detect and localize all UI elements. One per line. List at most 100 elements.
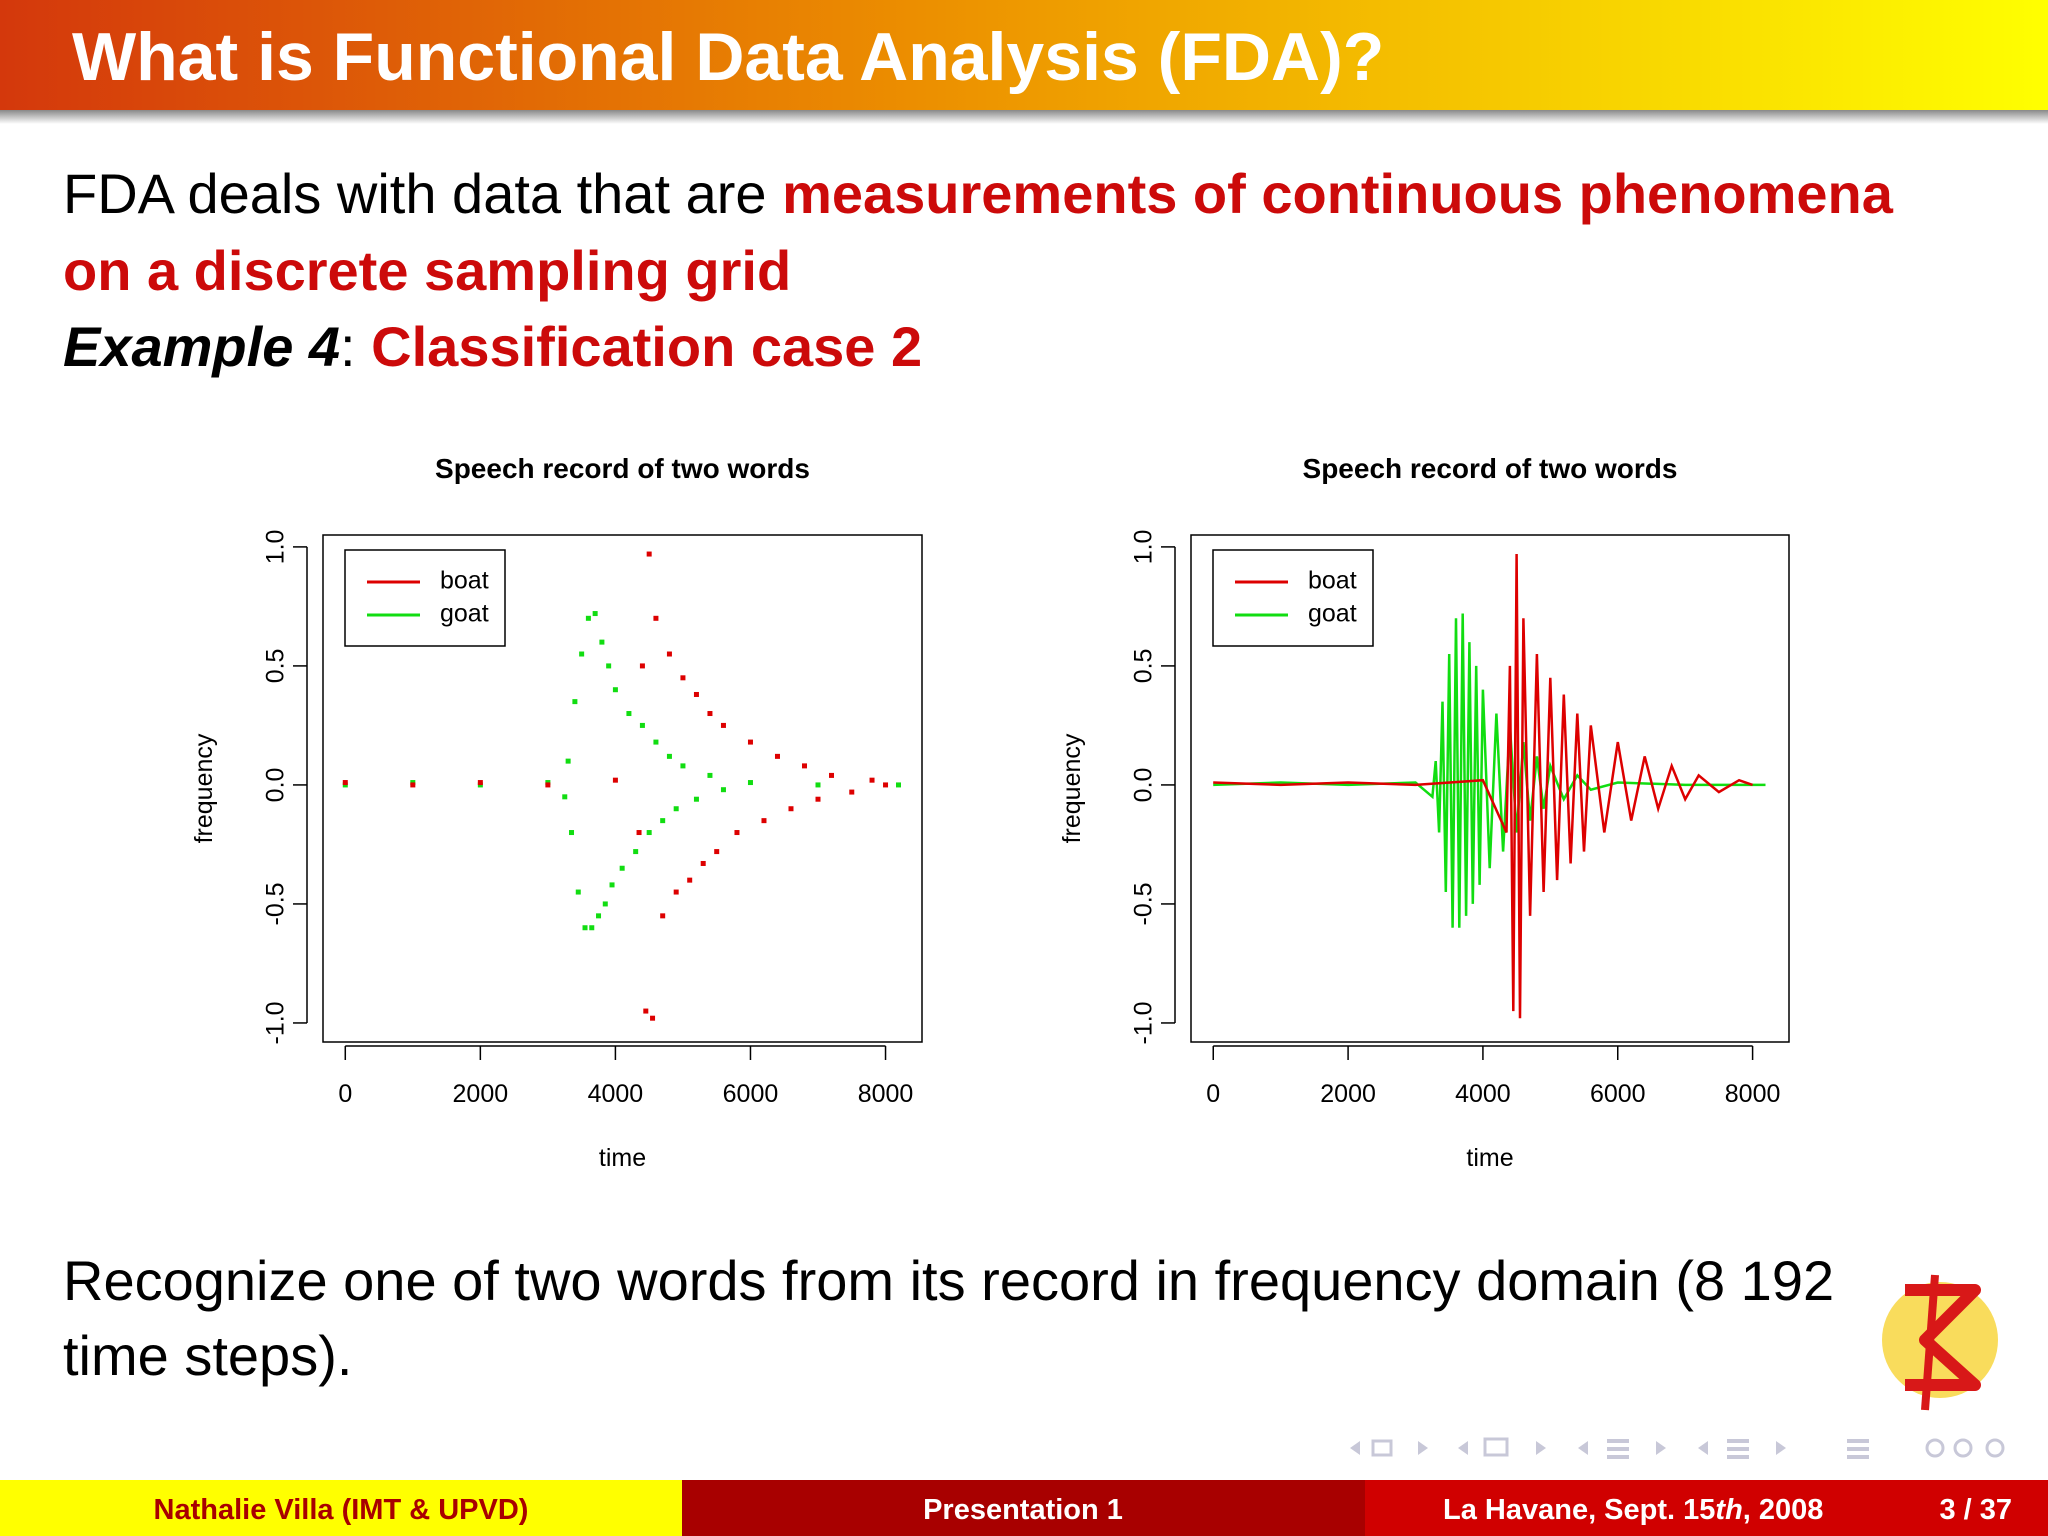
series-line bbox=[1213, 613, 1766, 928]
x-tick-label: 8000 bbox=[858, 1080, 914, 1108]
point bbox=[660, 818, 666, 824]
point bbox=[619, 865, 625, 871]
point bbox=[612, 687, 618, 693]
example-title: Classification case 2 bbox=[371, 315, 922, 378]
x-tick-label: 8000 bbox=[1725, 1080, 1781, 1108]
y-tick-label: -1.0 bbox=[1130, 1001, 1158, 1044]
point bbox=[720, 722, 726, 728]
highlight: measurements of continuous phenomena bbox=[782, 162, 1894, 225]
x-tick-label: 4000 bbox=[588, 1080, 644, 1108]
nav-icons bbox=[1350, 1437, 2005, 1459]
footer-author: Nathalie Villa (IMT & UPVD) bbox=[154, 1494, 529, 1526]
point bbox=[829, 772, 835, 778]
point bbox=[801, 763, 807, 769]
point bbox=[747, 739, 753, 745]
nav-forward bbox=[1985, 1438, 2005, 1458]
point bbox=[680, 675, 686, 681]
point bbox=[410, 782, 416, 788]
x-tick-label: 0 bbox=[338, 1080, 352, 1108]
chart: Speech record of two words time frequency 0… bbox=[1058, 453, 1790, 1172]
point bbox=[673, 806, 679, 812]
y-tick-label: -1.0 bbox=[262, 1001, 290, 1044]
footer-right bbox=[1365, 1480, 2048, 1536]
point bbox=[815, 782, 821, 788]
point bbox=[869, 777, 875, 783]
point bbox=[895, 782, 901, 788]
footer-title: Presentation 1 bbox=[923, 1494, 1123, 1526]
point bbox=[707, 772, 713, 778]
point bbox=[639, 663, 645, 669]
header-bar bbox=[0, 0, 2048, 110]
point bbox=[612, 777, 618, 783]
point bbox=[646, 551, 652, 557]
point bbox=[569, 830, 575, 836]
x-tick-label: 6000 bbox=[1590, 1080, 1646, 1108]
point bbox=[633, 849, 639, 855]
plot-box bbox=[1190, 534, 1790, 1043]
point bbox=[639, 722, 645, 728]
series-line bbox=[1213, 553, 1754, 1019]
point bbox=[565, 758, 571, 764]
nav-subsection bbox=[1607, 1439, 1629, 1443]
y-tick-label: 1.0 bbox=[1130, 530, 1158, 565]
point bbox=[849, 789, 855, 795]
nav-back bbox=[1925, 1438, 1945, 1458]
conclusion: Recognize one of two words from its reco… bbox=[63, 1249, 1834, 1312]
x-tick-label: 0 bbox=[1206, 1080, 1220, 1108]
legend-box bbox=[1212, 549, 1374, 647]
legend-box bbox=[344, 549, 506, 647]
date-part: La Havane, Sept. 15 bbox=[1443, 1494, 1715, 1526]
date-part: , 2008 bbox=[1743, 1494, 1824, 1526]
nav-arrow bbox=[1776, 1441, 1786, 1455]
point bbox=[579, 651, 585, 657]
point bbox=[700, 860, 706, 866]
chart-title: Speech record of two words bbox=[435, 453, 810, 484]
y-tick-label: 0.0 bbox=[262, 768, 290, 803]
x-tick-label: 6000 bbox=[723, 1080, 779, 1108]
point bbox=[687, 877, 693, 883]
x-axis-label: time bbox=[599, 1144, 646, 1172]
intro: FDA deals with data that are bbox=[63, 162, 782, 225]
date-suffix: th bbox=[1715, 1494, 1742, 1526]
point bbox=[572, 699, 578, 705]
point bbox=[720, 787, 726, 793]
nav-search bbox=[1953, 1438, 1973, 1458]
nav-arrow bbox=[1350, 1441, 1360, 1455]
point bbox=[575, 889, 581, 895]
point bbox=[602, 901, 608, 907]
y-tick-label: 0.0 bbox=[1130, 768, 1158, 803]
point bbox=[815, 796, 821, 802]
x-tick-label: 2000 bbox=[453, 1080, 509, 1108]
example-label: Example 4 bbox=[63, 315, 340, 378]
y-tick-label: 0.5 bbox=[1130, 649, 1158, 684]
nav-frame bbox=[1371, 1439, 1393, 1457]
nav-arrow bbox=[1418, 1441, 1428, 1455]
nav-arrow bbox=[1536, 1441, 1546, 1455]
point bbox=[680, 763, 686, 769]
point bbox=[707, 711, 713, 717]
charts: Speech record of two words time frequency 0… bbox=[190, 453, 1790, 1172]
logo bbox=[1882, 1274, 1998, 1411]
x-axis-label: time bbox=[1466, 1144, 1513, 1172]
point bbox=[585, 615, 591, 621]
nav-arrow bbox=[1578, 1441, 1588, 1455]
point bbox=[342, 780, 348, 786]
point bbox=[589, 925, 595, 931]
point bbox=[666, 753, 672, 759]
legend-label: goat bbox=[1308, 600, 1357, 628]
point bbox=[666, 651, 672, 657]
point bbox=[636, 830, 642, 836]
point bbox=[643, 1008, 649, 1014]
point bbox=[599, 639, 605, 645]
example-sep: : bbox=[340, 315, 356, 378]
point bbox=[660, 913, 666, 919]
point bbox=[693, 691, 699, 697]
point bbox=[693, 796, 699, 802]
highlight: on a discrete sampling grid bbox=[63, 239, 791, 302]
nav-section bbox=[1483, 1437, 1509, 1457]
point bbox=[714, 849, 720, 855]
y-axis-label: frequency bbox=[190, 733, 218, 843]
point bbox=[650, 1015, 656, 1021]
